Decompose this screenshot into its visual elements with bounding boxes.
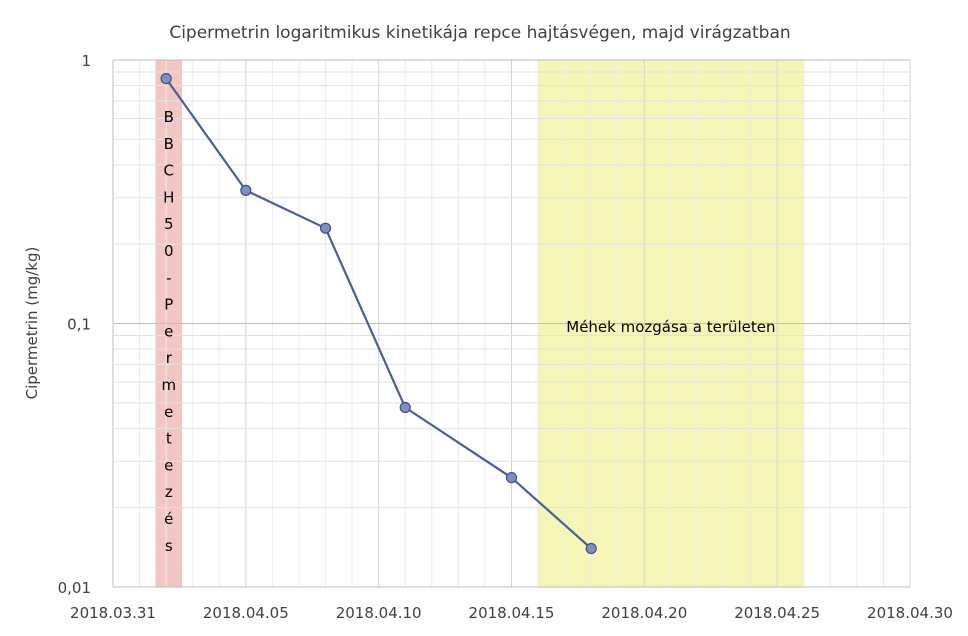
vertical-annotation-char: e <box>164 456 173 474</box>
x-tick-label: 2018.04.20 <box>601 604 687 622</box>
y-tick-label: 0,1 <box>67 316 91 334</box>
data-point <box>240 184 252 196</box>
series-line <box>165 77 592 550</box>
y-tick-label: 1 <box>81 52 91 70</box>
vertical-annotation-char: H <box>163 188 174 206</box>
tick-labels: 2018.03.31 2018.04.05 2018.04.10 2018.04.15… <box>58 52 953 622</box>
vertical-annotation-char: z <box>165 483 173 501</box>
grid-lines <box>112 59 911 588</box>
data-point <box>399 401 411 414</box>
y-tick-label: 0,01 <box>58 579 91 597</box>
vertical-annotation-char: B <box>164 108 174 126</box>
vertical-annotation-char: C <box>164 162 174 180</box>
vertical-annotation-char: B <box>164 135 174 153</box>
vertical-annotation-char: e <box>164 322 173 340</box>
vertical-annotation-char: m <box>161 376 176 394</box>
vertical-annotation-char: P <box>164 296 173 314</box>
vertical-annotation-char: r <box>166 349 173 367</box>
vertical-annotation-char: e <box>164 403 173 421</box>
data-point <box>319 222 332 234</box>
x-tick-label: 2018.04.30 <box>867 604 953 622</box>
x-tick-label: 2018.04.25 <box>734 604 820 622</box>
x-tick-label: 2018.04.15 <box>469 604 555 622</box>
series-group <box>160 72 597 555</box>
vertical-annotation-char: - <box>166 269 171 287</box>
vertical-annotation-char: é <box>164 510 173 528</box>
x-tick-label: 2018.04.10 <box>336 604 422 622</box>
x-tick-label: 2018.04.05 <box>203 604 289 622</box>
data-point <box>585 542 597 555</box>
x-tick-label: 2018.03.31 <box>70 604 156 622</box>
y-axis-label: Cipermetrin (mg/kg) <box>23 247 41 400</box>
data-point <box>160 72 172 85</box>
axes <box>112 60 910 588</box>
vertical-annotation-char: 0 <box>164 242 174 260</box>
region-annotation: Méhek mozgása a területen <box>566 318 775 336</box>
chart-title: Cipermetrin logaritmikus kinetikája repc… <box>169 23 790 43</box>
vertical-annotation-char: t <box>166 430 172 448</box>
vertical-annotation-char: 5 <box>164 215 174 233</box>
data-point <box>505 472 518 484</box>
vertical-annotation-char: s <box>165 537 173 555</box>
